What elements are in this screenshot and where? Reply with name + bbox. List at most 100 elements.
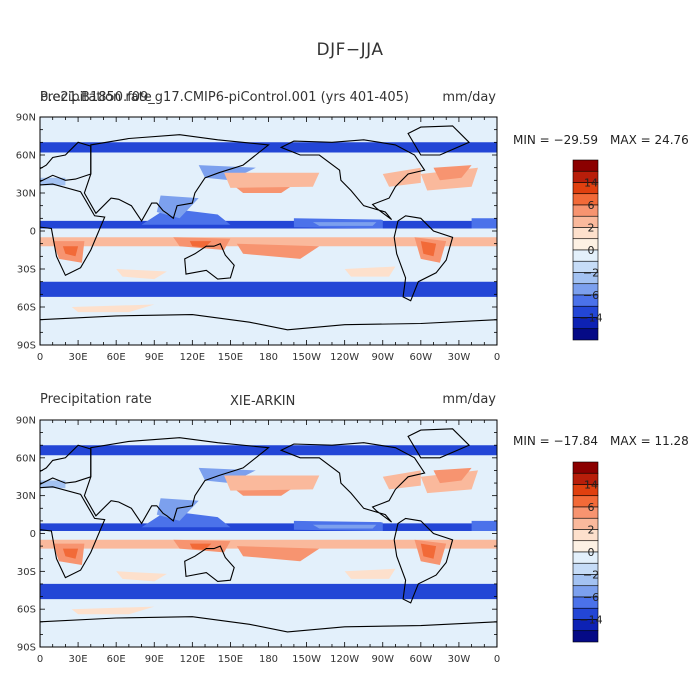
- lon-tick-label: 90W: [371, 654, 394, 665]
- contour-region: [382, 167, 421, 187]
- coastline-samerica: [393, 215, 454, 302]
- coastline-australia: [184, 242, 235, 280]
- coastline-australia: [184, 545, 235, 582]
- colorbar-1: 14 6 2 0 −2 −6 −14: [572, 159, 603, 341]
- contour-region: [71, 606, 155, 615]
- lon-tick-label: 60W: [410, 654, 433, 665]
- lat-tick-label: 60S: [17, 605, 36, 616]
- panel-2-max: MAX = 11.28: [610, 434, 689, 448]
- lon-tick-label: 120E: [180, 352, 205, 363]
- colorbar-box: [572, 159, 599, 172]
- coastline-namerica: [279, 442, 426, 523]
- contour-region: [344, 266, 396, 277]
- lon-tick-label: 60E: [107, 654, 126, 665]
- contour-region: [40, 142, 497, 153]
- lon-tick-label: 180: [259, 352, 278, 363]
- lat-tick-label: 30S: [17, 265, 36, 276]
- lon-tick-label: 90E: [145, 352, 164, 363]
- lon-tick-label: 0: [494, 352, 500, 363]
- lon-tick-label: 150E: [218, 352, 243, 363]
- colorbar-label: −2: [583, 569, 599, 582]
- coastline-africa: [40, 486, 106, 579]
- contour-region: [224, 475, 320, 491]
- colorbar-2: 14 6 2 0 −2 −6 −14: [572, 461, 603, 643]
- lat-tick-label: 60N: [16, 151, 36, 162]
- contour-region: [62, 548, 79, 559]
- colorbar-box: [572, 461, 599, 474]
- contour-region: [62, 246, 79, 257]
- contour-region: [382, 470, 421, 490]
- contour-region: [40, 220, 497, 229]
- lat-tick-label: 60S: [17, 303, 36, 314]
- lon-tick-label: 30E: [69, 352, 88, 363]
- lon-tick-label: 60E: [107, 352, 126, 363]
- colorbar-label: 2: [588, 222, 595, 235]
- panel-2-variable-label: Precipitation rate: [40, 392, 152, 407]
- lon-tick-label: 30W: [448, 352, 471, 363]
- contour-region: [40, 583, 497, 600]
- colorbar-label: 14: [584, 479, 598, 492]
- lon-tick-label: 180: [259, 654, 278, 665]
- lon-tick-label: 0: [37, 352, 43, 363]
- coastline-europe: [40, 444, 92, 485]
- lat-tick-label: 90S: [17, 341, 36, 352]
- panel-1-case-label: b.e21.B1850.f09_g17.CMIP6-piControl.001 …: [40, 90, 410, 105]
- contour-region: [40, 523, 497, 531]
- page-title: DJF−JJA: [316, 40, 384, 60]
- panel-2-case-label: XIE-ARKIN: [230, 394, 296, 409]
- lon-tick-label: 120W: [330, 352, 359, 363]
- contour-region: [420, 241, 437, 257]
- colorbar-label: −2: [583, 267, 599, 280]
- colorbar-label: 6: [588, 501, 595, 514]
- coastline-samerica: [393, 517, 454, 604]
- lon-tick-label: 150E: [218, 654, 243, 665]
- lon-tick-label: 0: [494, 654, 500, 665]
- contour-region: [40, 281, 497, 297]
- contour-region: [40, 480, 66, 489]
- lat-tick-label: 60N: [16, 453, 36, 464]
- panel-2-units: mm/day: [442, 392, 496, 407]
- contour-region: [236, 243, 320, 259]
- coastline-greenland: [407, 428, 471, 459]
- colorbar-label: −14: [579, 312, 602, 325]
- lat-tick-label: 90N: [16, 113, 36, 124]
- contour-region: [116, 571, 167, 582]
- precip-field: [40, 445, 497, 615]
- colorbar-label: 0: [588, 546, 595, 559]
- coastline-antarctica: [40, 314, 497, 345]
- lon-tick-label: 90E: [145, 654, 164, 665]
- contour-region: [224, 172, 320, 188]
- precip-field: [40, 142, 497, 313]
- contour-region: [116, 269, 167, 280]
- contour-region: [40, 445, 497, 456]
- lon-tick-label: 150W: [292, 352, 321, 363]
- contour-region: [156, 498, 199, 521]
- panel-1-min: MIN = −29.59: [513, 133, 598, 147]
- colorbar-label: 14: [584, 177, 598, 190]
- colorbar-label: 2: [588, 524, 595, 537]
- colorbar-box: [572, 630, 599, 643]
- lon-tick-label: 30W: [448, 654, 471, 665]
- contour-region: [156, 195, 199, 219]
- panel-1-variable-label: Precipitation rate: [40, 90, 152, 105]
- coastline-europe: [40, 141, 92, 183]
- contour-region: [40, 539, 497, 549]
- coastline-asia: [83, 134, 270, 222]
- contour-region: [471, 218, 497, 229]
- contour-region: [236, 546, 320, 562]
- lon-tick-label: 30E: [69, 654, 88, 665]
- colorbar-label: −6: [583, 591, 599, 604]
- colorbar-label: 6: [588, 199, 595, 212]
- coastline-antarctica: [40, 616, 497, 647]
- contour-region: [40, 177, 66, 186]
- lat-tick-label: 30S: [17, 567, 36, 578]
- lat-tick-label: 90S: [17, 643, 36, 654]
- panel-1-max: MAX = 24.76: [610, 133, 689, 147]
- lat-tick-label: 0: [30, 227, 36, 238]
- lat-tick-label: 30N: [16, 491, 36, 502]
- lon-tick-label: 150W: [292, 654, 321, 665]
- coastline-africa: [40, 183, 106, 277]
- contour-region: [71, 304, 155, 313]
